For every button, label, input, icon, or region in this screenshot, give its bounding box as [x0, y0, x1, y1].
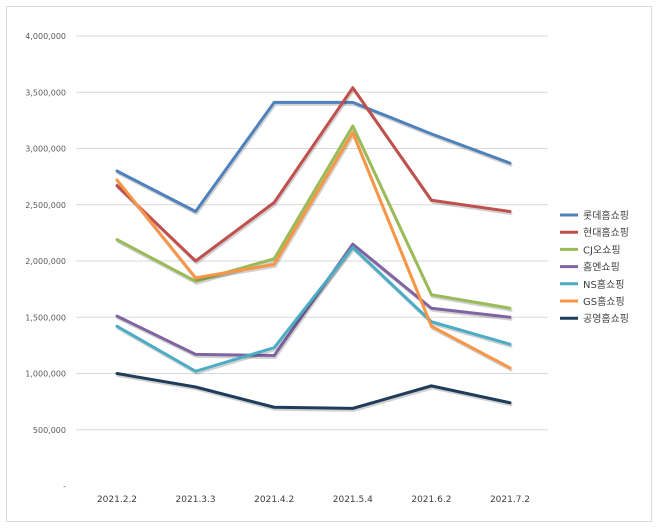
- series-line-7: [115, 372, 512, 410]
- y-tick-label: 2,000,000: [25, 257, 66, 266]
- series-line-shadow: [116, 126, 513, 312]
- x-axis-tick-labels: 2021.2.2 2021.3.3 2021.4.2 2021.5.4 2021.6.2…: [97, 495, 530, 505]
- y-tick-label: -: [63, 482, 66, 491]
- series-line-5: [115, 246, 512, 373]
- y-tick-label: 3,000,000: [25, 145, 66, 154]
- series-line-1: [115, 100, 512, 213]
- x-tick-label: 2021.3.3: [176, 495, 216, 505]
- series-line-3: [115, 124, 512, 310]
- x-tick-label: 2021.5.4: [333, 495, 373, 505]
- x-tick-label: 2021.4.2: [254, 495, 294, 505]
- legend-label: 홈엔쇼핑: [583, 261, 620, 274]
- y-tick-label: 2,500,000: [25, 201, 66, 210]
- legend-label: 롯데홈쇼핑: [583, 209, 629, 222]
- x-tick-label: 2021.6.2: [411, 495, 451, 505]
- y-tick-label: 500,000: [33, 426, 66, 435]
- series-line-shadow: [116, 88, 513, 265]
- y-tick-label: 1,000,000: [25, 370, 66, 379]
- series-line-6: [115, 131, 512, 370]
- series-line-shadow: [116, 374, 513, 412]
- y-tick-label: 1,500,000: [25, 313, 66, 322]
- y-axis-tick-labels: - 500,000 1,000,000 1,500,000 2,000,000 2,500…: [25, 32, 66, 491]
- x-tick-label: 2021.7.2: [490, 495, 530, 505]
- x-tick-label: 2021.2.2: [97, 495, 137, 505]
- gridlines: [76, 35, 548, 431]
- series-lines: [115, 86, 513, 412]
- legend-label: 현대홈쇼핑: [583, 226, 629, 239]
- y-tick-label: 3,500,000: [25, 88, 66, 97]
- legend-label: 공영홈쇼핑: [583, 312, 629, 325]
- legend-label: GS홈쇼핑: [583, 295, 625, 308]
- legend-label: NS홈쇼핑: [583, 278, 624, 291]
- y-tick-label: 4,000,000: [25, 32, 66, 41]
- series-line-2: [115, 86, 512, 263]
- legend-label: CJ오쇼핑: [583, 244, 621, 256]
